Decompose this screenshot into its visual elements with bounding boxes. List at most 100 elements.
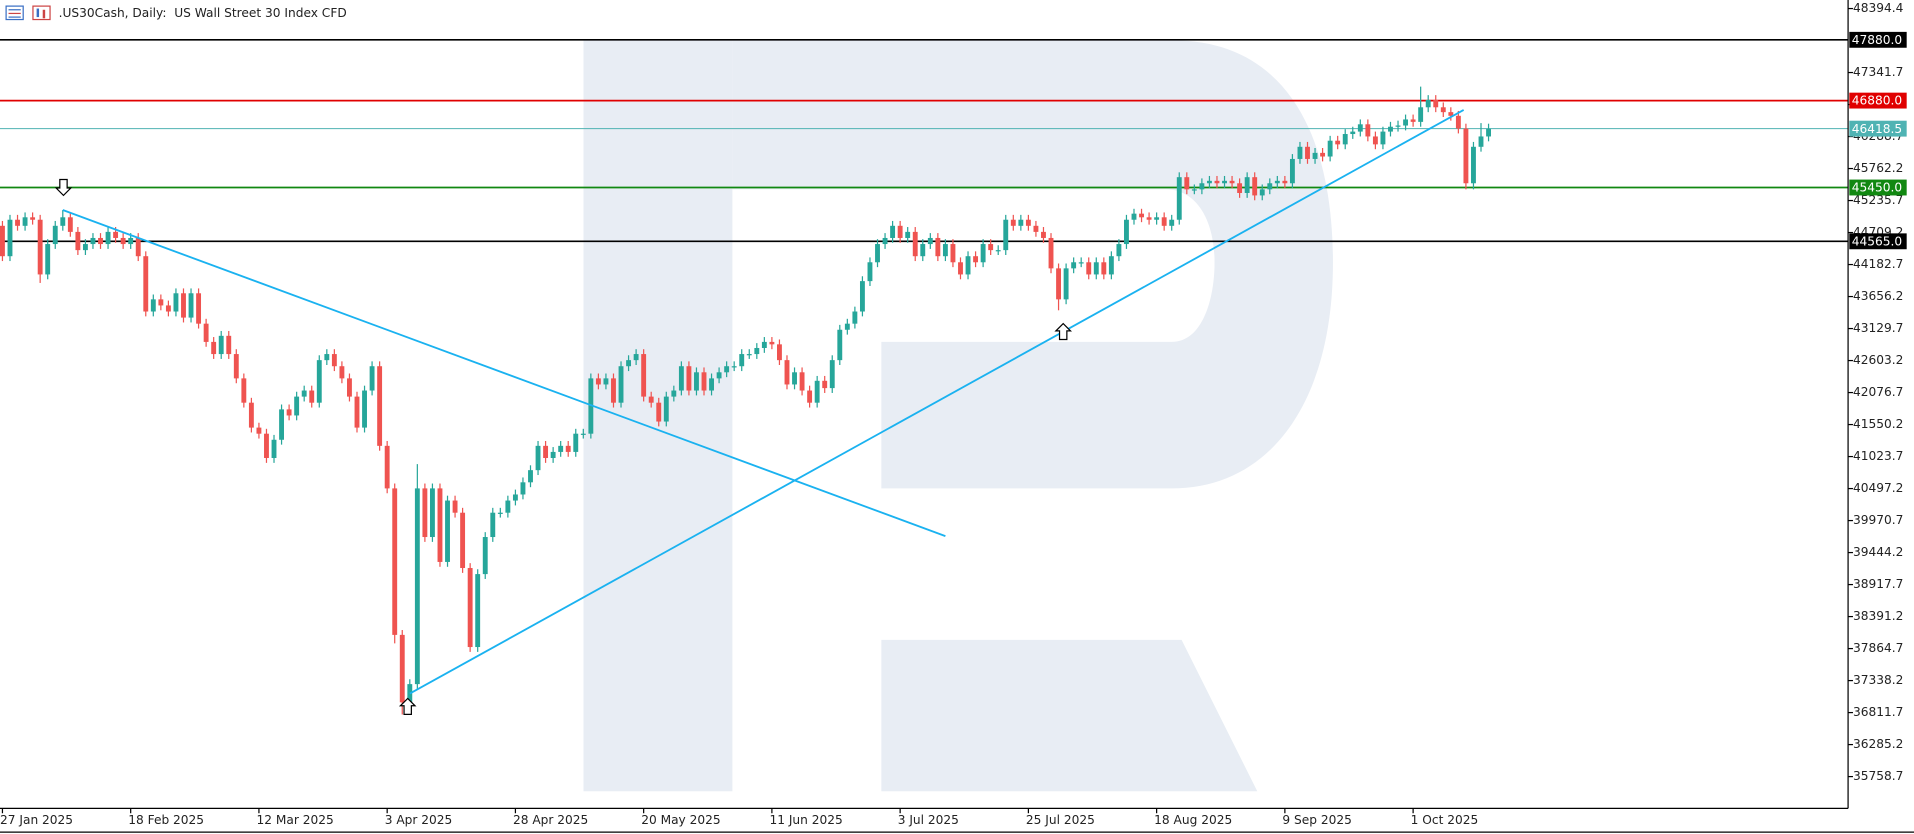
candle-body	[113, 231, 119, 238]
candle-body	[158, 299, 164, 306]
candle-body	[603, 378, 609, 385]
candle-body	[724, 366, 730, 373]
candle-body	[528, 470, 533, 483]
candle-body	[890, 225, 896, 238]
candle-body	[1267, 183, 1273, 190]
candle-body	[626, 360, 632, 367]
candle-body	[1478, 136, 1484, 147]
x-tick-label: 12 Mar 2025	[256, 813, 333, 827]
candle-body	[1252, 177, 1258, 196]
candle-body	[1010, 219, 1016, 226]
price-level-box	[1849, 92, 1907, 109]
candle-body	[656, 402, 662, 422]
x-tick-label: 18 Aug 2025	[1154, 813, 1232, 827]
candle-body	[279, 409, 284, 440]
candle-body	[746, 354, 752, 356]
candle-body	[52, 225, 58, 245]
candle-body	[37, 219, 43, 275]
candle-body	[1486, 128, 1491, 137]
candle-body	[211, 341, 217, 355]
candle-body	[1237, 183, 1243, 193]
candle-body	[1388, 126, 1393, 132]
price-level-box	[1849, 233, 1907, 250]
candle-body	[429, 488, 435, 538]
candle-body	[1312, 152, 1318, 159]
candle-body	[505, 500, 511, 513]
y-tick-label: 42076.7	[1853, 385, 1903, 399]
price-level-label: 45450.0	[1852, 181, 1902, 195]
candle-body	[226, 335, 232, 355]
candle-body	[294, 396, 300, 416]
y-tick-label: 39444.2	[1853, 545, 1903, 559]
candle-body	[633, 354, 639, 361]
candle-body	[45, 244, 51, 275]
candle-body	[942, 244, 948, 257]
candle-body	[1350, 131, 1356, 135]
candle-body	[875, 244, 880, 263]
candle-body	[565, 445, 571, 452]
trendline	[62, 209, 946, 537]
candle-body	[731, 366, 737, 368]
candle-body	[1448, 112, 1454, 116]
candle-body	[671, 390, 677, 397]
candle-body	[1335, 140, 1341, 145]
x-tick-label: 9 Sep 2025	[1282, 813, 1351, 827]
candle-body	[716, 372, 722, 379]
candle-body	[181, 293, 186, 318]
candle-body	[301, 390, 307, 397]
candle-body	[709, 378, 714, 391]
candle-body	[935, 237, 941, 257]
candle-body	[369, 366, 375, 391]
y-tick-label: 37864.7	[1853, 641, 1903, 655]
candle-body	[686, 366, 692, 391]
candle-body	[150, 299, 156, 312]
candle-body	[143, 256, 149, 312]
candle-body	[1342, 134, 1348, 145]
price-level-box	[1849, 179, 1907, 196]
candle-body	[316, 360, 322, 403]
candle-body	[1139, 213, 1144, 218]
candle-body	[950, 244, 956, 263]
candle-body	[218, 335, 224, 355]
candle-body	[1025, 219, 1031, 226]
y-tick-label: 35758.7	[1853, 769, 1903, 783]
candle-body	[1395, 125, 1401, 127]
candle-body	[128, 237, 134, 245]
y-tick-label: 43129.7	[1853, 321, 1903, 335]
candle-body	[203, 323, 209, 342]
candle-body	[1305, 146, 1310, 159]
candle-body	[1048, 237, 1054, 269]
x-tick-label: 3 Apr 2025	[385, 813, 453, 827]
candle-body	[799, 372, 805, 391]
candle-body	[958, 262, 963, 275]
candle-body	[852, 311, 858, 324]
candle-body	[739, 354, 745, 367]
candle-body	[754, 347, 760, 355]
trendline	[409, 109, 1465, 695]
candle-body	[22, 217, 28, 226]
candle-body	[1244, 177, 1250, 193]
candle-body	[512, 494, 518, 501]
candle-body	[271, 439, 277, 459]
candle-body	[7, 219, 13, 257]
candle-body	[1108, 256, 1114, 275]
y-tick-label: 45235.7	[1853, 193, 1903, 207]
candle-body	[67, 217, 73, 232]
candle-body	[286, 409, 292, 416]
candle-body	[482, 537, 488, 575]
candle-body	[392, 488, 398, 635]
candle-body	[60, 217, 66, 226]
candle-body	[777, 344, 782, 361]
candle-body	[1259, 189, 1265, 196]
candle-body	[135, 237, 141, 257]
candle-body	[550, 451, 556, 459]
candle-body	[1297, 146, 1303, 159]
candle-body	[1425, 99, 1431, 108]
candle-body	[1222, 180, 1227, 184]
candle-body	[354, 396, 360, 428]
candle-body	[264, 433, 269, 459]
candle-body	[120, 237, 126, 245]
candle-body	[1282, 180, 1288, 184]
candle-body	[188, 293, 194, 318]
